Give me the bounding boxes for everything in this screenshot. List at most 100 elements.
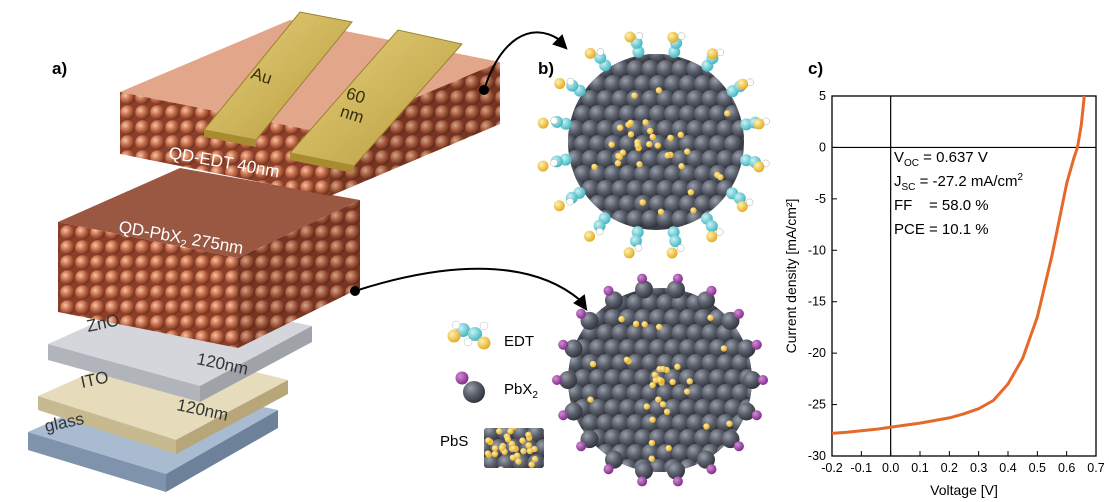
nanocrystal-edt <box>537 31 770 259</box>
nc-atom <box>739 288 752 297</box>
nc-atom <box>656 60 675 78</box>
sulfur-atom <box>703 423 710 430</box>
sulfur-atom <box>646 127 654 135</box>
nc-atom <box>568 135 577 153</box>
nc-atom <box>649 459 667 472</box>
nc-atom <box>679 135 697 153</box>
nc-atom <box>619 369 637 387</box>
nc-atom <box>694 195 712 213</box>
nc-atom <box>604 399 622 417</box>
pbx2-ligand <box>576 308 599 330</box>
pbx2-ligand <box>552 371 577 389</box>
nc-atom <box>679 75 697 93</box>
sulfur-atom <box>517 421 523 427</box>
nc-atom <box>656 384 675 402</box>
nc-atom <box>535 469 553 487</box>
sulfur-atom <box>513 452 521 459</box>
nc-atom <box>574 459 592 472</box>
sulfur-atom <box>690 207 697 214</box>
nc-atom <box>731 120 744 138</box>
sulfur-atom <box>484 450 492 457</box>
sulfur-atom <box>726 420 733 427</box>
sulfur-atom <box>654 142 661 149</box>
nc-atom <box>686 384 705 402</box>
edt-ligand <box>537 153 572 172</box>
sulfur-atom <box>683 148 691 155</box>
edt-ligand <box>623 226 644 259</box>
sulfur-atom <box>587 396 594 403</box>
nc-atom <box>694 105 712 123</box>
sulfur-atom <box>651 371 659 379</box>
nc-atom <box>649 195 667 213</box>
sulfur-atom <box>510 445 517 452</box>
nc-atom <box>641 180 660 198</box>
nc-atom <box>581 180 600 198</box>
device-stack: Au 60 nm QD-EDT 40nm QD-PbX2 275nm ZnO 1… <box>28 11 588 492</box>
nc-atom <box>724 135 742 153</box>
sulfur-atom <box>528 461 535 468</box>
nc-atom <box>716 414 735 432</box>
sulfur-atom <box>655 396 662 403</box>
qd-pbx-layer <box>58 168 360 348</box>
nc-atom <box>634 369 652 387</box>
nc-atom <box>709 399 727 417</box>
nc-atom <box>746 324 752 342</box>
nc-atom <box>649 165 667 183</box>
nc-atom <box>716 60 735 78</box>
y-tick-label: -15 <box>808 295 826 309</box>
y-axis-label: Current density [mA/cm²] <box>783 199 799 354</box>
voc-annotation: VOC = 0.637 V <box>894 149 988 169</box>
sulfur-atom <box>619 149 627 156</box>
sulfur-atom <box>641 321 648 328</box>
nc-atom <box>520 409 538 427</box>
pbx2-ligand <box>666 273 685 299</box>
nc-atom <box>574 165 592 183</box>
y-tick-label: 0 <box>819 140 826 154</box>
sulfur-atom <box>525 431 532 439</box>
sulfur-atom <box>496 428 503 435</box>
sulfur-atom <box>485 437 492 444</box>
sulfur-atom <box>649 133 656 141</box>
y-tick-label: -30 <box>808 449 826 463</box>
nc-atom <box>505 409 523 427</box>
nc-atom <box>596 324 615 342</box>
edt-ligand <box>537 115 572 130</box>
nc-atom <box>739 459 752 472</box>
nc-atom <box>671 294 690 312</box>
pbx2-ligand <box>721 308 744 330</box>
nc-atom <box>664 165 682 183</box>
nc-atom <box>731 354 750 372</box>
nc-atom <box>568 54 577 63</box>
nc-atom <box>664 105 682 123</box>
edt-ligand <box>554 77 586 97</box>
nc-atom <box>626 90 645 108</box>
nc-atom <box>701 324 720 342</box>
x-tick-label: 0.0 <box>882 461 899 475</box>
nc-atom <box>505 469 523 487</box>
nc-atom <box>709 369 727 387</box>
nc-atom <box>626 384 645 402</box>
sulfur-atom <box>642 119 649 126</box>
sulfur-atom <box>627 119 634 127</box>
sulfur-atom <box>656 376 664 384</box>
pbs-legend-label: PbS <box>440 433 468 450</box>
nc-atom <box>490 409 508 427</box>
nc-atom <box>535 409 553 427</box>
nc-atom <box>731 210 744 228</box>
nc-atom <box>568 429 577 447</box>
sulfur-atom <box>657 208 665 216</box>
nc-atom <box>694 309 712 327</box>
nc-atom <box>724 459 742 472</box>
nc-atom <box>694 165 712 183</box>
nc-atom <box>724 369 742 387</box>
sulfur-atom <box>648 455 655 462</box>
au-electrodes <box>203 11 463 173</box>
nc-atom <box>568 384 585 402</box>
nc-atom <box>619 399 637 417</box>
nc-atom <box>604 105 622 123</box>
nc-atom <box>634 54 652 63</box>
nc-atom <box>641 384 660 402</box>
edt-ligand <box>726 187 754 212</box>
nc-atom <box>686 120 705 138</box>
nc-atom <box>619 195 637 213</box>
